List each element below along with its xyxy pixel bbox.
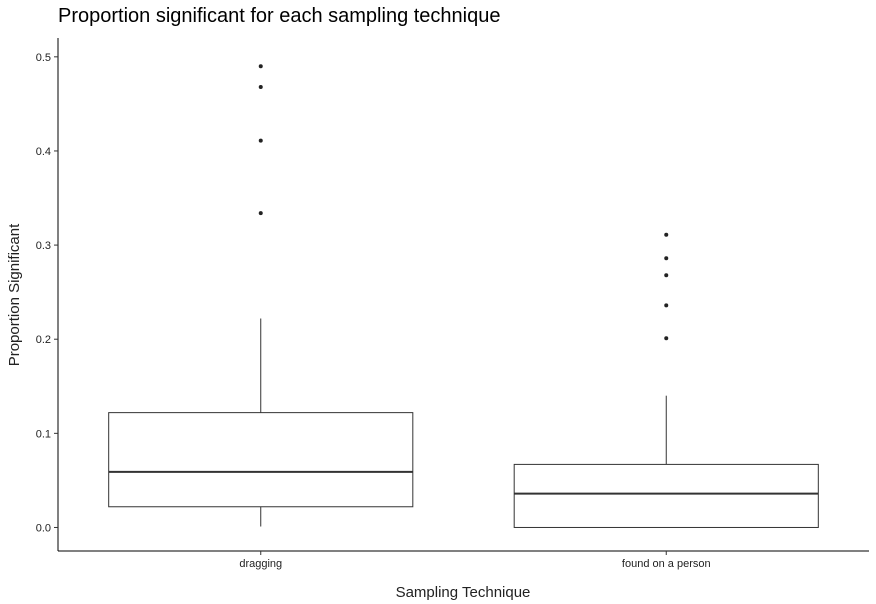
outlier-point bbox=[258, 138, 263, 143]
outlier-point bbox=[258, 64, 263, 69]
box-group bbox=[513, 232, 819, 528]
box-iqr bbox=[513, 463, 819, 528]
plot-area bbox=[108, 64, 819, 528]
y-tick-label: 0.4 bbox=[36, 146, 51, 158]
chart-title: Proportion significant for each sampling… bbox=[58, 5, 500, 27]
box-iqr bbox=[108, 412, 414, 508]
y-axis-title: Proportion Significant bbox=[6, 223, 23, 366]
y-tick-label: 0.2 bbox=[36, 334, 51, 346]
outlier-point bbox=[258, 211, 263, 216]
x-axis-ticks: dragging found on a person bbox=[239, 551, 711, 570]
outlier-point bbox=[258, 84, 263, 89]
x-tick-label: found on a person bbox=[622, 558, 711, 570]
y-tick-label: 0.1 bbox=[36, 428, 51, 440]
outlier-point bbox=[664, 336, 669, 341]
x-tick-label: dragging bbox=[239, 558, 282, 570]
outlier-point bbox=[664, 256, 669, 261]
y-tick-label: 0.0 bbox=[36, 522, 51, 534]
outlier-point bbox=[664, 273, 669, 278]
outlier-point bbox=[664, 303, 669, 308]
x-axis-title: Sampling Technique bbox=[396, 584, 531, 601]
y-tick-label: 0.5 bbox=[36, 52, 51, 64]
box-group bbox=[108, 64, 414, 527]
y-tick-label: 0.3 bbox=[36, 240, 51, 252]
y-axis-ticks: 0.0 0.1 0.2 0.3 0.4 0.5 bbox=[36, 52, 58, 534]
outlier-point bbox=[664, 232, 669, 237]
